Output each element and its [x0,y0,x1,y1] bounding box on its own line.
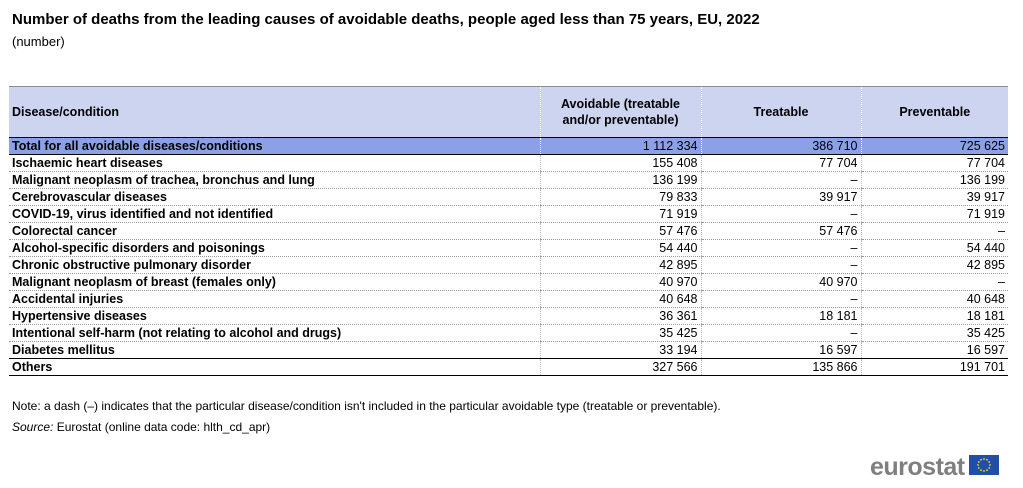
cell-preventable: 71 919 [860,205,1008,223]
cell-preventable: 54 440 [860,239,1008,257]
row-label: Accidental injuries [9,290,540,308]
row-label: Malignant neoplasm of trachea, bronchus … [9,171,540,189]
cell-preventable: 136 199 [860,171,1008,189]
table-row: Accidental injuries 40 648 – 40 648 [9,290,1008,308]
row-label: Total for all avoidable diseases/conditi… [9,137,540,155]
cell-treatable: 57 476 [700,222,861,240]
cell-treatable: 40 970 [700,273,861,291]
row-label: Malignant neoplasm of breast (females on… [9,273,540,291]
table-row: Malignant neoplasm of trachea, bronchus … [9,171,1008,189]
cell-treatable: – [700,171,861,189]
cell-avoidable: 42 895 [539,256,701,274]
row-label: Cerebrovascular diseases [9,188,540,206]
table-row: Intentional self-harm (not relating to a… [9,324,1008,342]
logo-text: eurostat [870,452,965,481]
cell-avoidable: 54 440 [539,239,701,257]
eurostat-logo: eurostat [870,452,999,482]
column-header-preventable: Preventable [860,86,1008,138]
table-row: Chronic obstructive pulmonary disorder 4… [9,256,1008,274]
cell-avoidable: 57 476 [539,222,701,240]
cell-avoidable: 40 970 [539,273,701,291]
column-header-disease: Disease/condition [9,86,540,138]
flag-background [968,454,999,475]
eu-flag-svg [968,454,999,475]
row-label: Intentional self-harm (not relating to a… [9,324,540,342]
cell-avoidable: 71 919 [539,205,701,223]
table-row-others: Others 327 566 135 866 191 701 [9,358,1008,376]
eu-flag-icon [968,454,999,480]
cell-avoidable: 79 833 [539,188,701,206]
cell-avoidable: 1 112 334 [539,137,701,155]
table-row-total: Total for all avoidable diseases/conditi… [9,137,1008,155]
cell-avoidable: 33 194 [539,341,701,359]
cell-preventable: 42 895 [860,256,1008,274]
table-row: Hypertensive diseases 36 361 18 181 18 1… [9,307,1008,325]
column-header-avoidable: Avoidable (treatable and/or preventable) [539,86,701,138]
cell-preventable: – [860,222,1008,240]
table-row: Alcohol-specific disorders and poisoning… [9,239,1008,257]
table-row: COVID-19, virus identified and not ident… [9,205,1008,223]
row-label: Diabetes mellitus [9,341,540,359]
cell-treatable: 18 181 [700,307,861,325]
cell-preventable: 18 181 [860,307,1008,325]
row-label: Colorectal cancer [9,222,540,240]
flag-stars [976,457,991,472]
cell-preventable: 77 704 [860,154,1008,172]
cell-preventable: 35 425 [860,324,1008,342]
cell-preventable: 40 648 [860,290,1008,308]
cell-treatable: – [700,290,861,308]
cell-treatable: 77 704 [700,154,861,172]
header-row: Disease/condition Avoidable (treatable a… [9,86,1008,138]
cell-treatable: – [700,205,861,223]
table-row: Colorectal cancer 57 476 57 476 – [9,222,1008,240]
source-line: Source: Eurostat (online data code: hlth… [12,420,270,434]
cell-avoidable: 35 425 [539,324,701,342]
cell-preventable: 191 701 [860,358,1008,376]
page-subtitle: (number) [12,34,65,49]
row-label: Chronic obstructive pulmonary disorder [9,256,540,274]
cell-avoidable: 327 566 [539,358,701,376]
data-table: Disease/condition Avoidable (treatable a… [9,86,1008,376]
cell-treatable: 16 597 [700,341,861,359]
cell-treatable: 39 917 [700,188,861,206]
source-text: Eurostat (online data code: hlth_cd_apr) [56,420,271,434]
table-header: Disease/condition Avoidable (treatable a… [9,86,1008,138]
table-body: Total for all avoidable diseases/conditi… [9,137,1008,376]
footnote: Note: a dash (–) indicates that the part… [12,399,721,413]
cell-avoidable: 40 648 [539,290,701,308]
table-row: Malignant neoplasm of breast (females on… [9,273,1008,291]
row-label: Ischaemic heart diseases [9,154,540,172]
page-title: Number of deaths from the leading causes… [12,11,760,28]
row-label: COVID-19, virus identified and not ident… [9,205,540,223]
column-header-treatable: Treatable [700,86,861,138]
row-label: Others [9,358,540,376]
cell-treatable: 386 710 [700,137,861,155]
row-label: Hypertensive diseases [9,307,540,325]
cell-preventable: 725 625 [860,137,1008,155]
cell-avoidable: 155 408 [539,154,701,172]
table-row: Diabetes mellitus 33 194 16 597 16 597 [9,341,1008,359]
source-label: Source: [12,420,54,434]
cell-treatable: 135 866 [700,358,861,376]
cell-preventable: – [860,273,1008,291]
cell-preventable: 39 917 [860,188,1008,206]
cell-treatable: – [700,239,861,257]
cell-preventable: 16 597 [860,341,1008,359]
cell-treatable: – [700,256,861,274]
cell-avoidable: 136 199 [539,171,701,189]
cell-avoidable: 36 361 [539,307,701,325]
row-label: Alcohol-specific disorders and poisoning… [9,239,540,257]
cell-treatable: – [700,324,861,342]
table-row: Ischaemic heart diseases 155 408 77 704 … [9,154,1008,172]
table-row: Cerebrovascular diseases 79 833 39 917 3… [9,188,1008,206]
